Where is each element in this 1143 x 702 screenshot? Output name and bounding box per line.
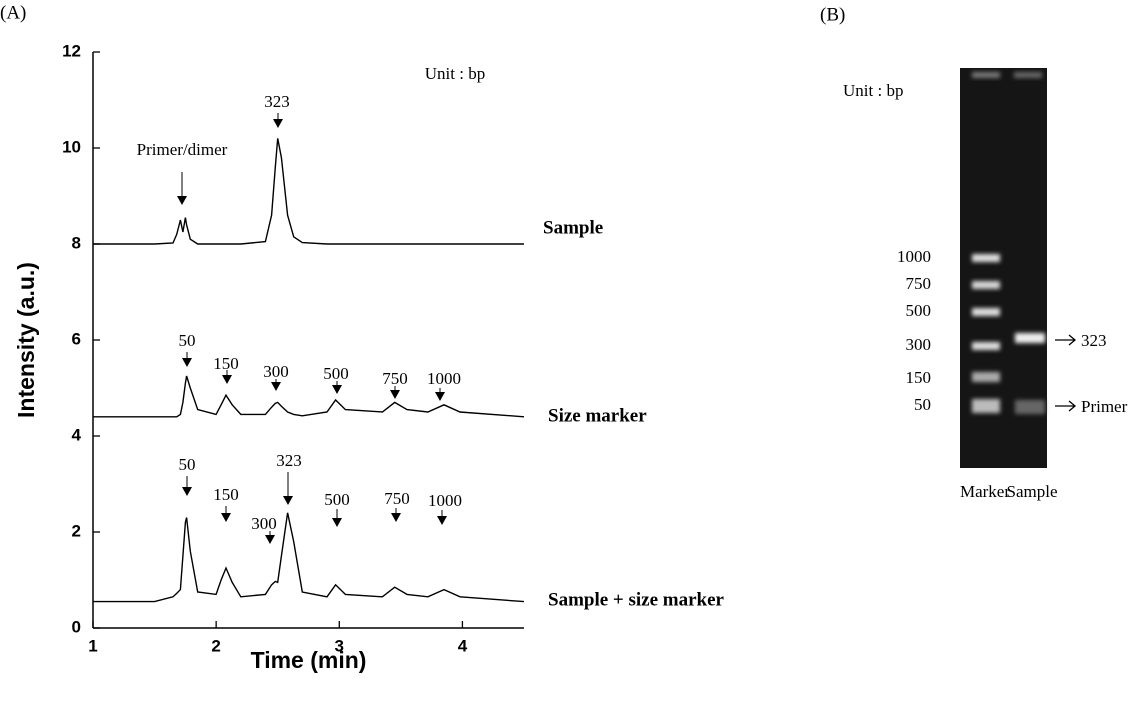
annotation-arrowhead xyxy=(221,513,231,522)
annotation: 50 xyxy=(179,331,196,350)
trace-label: Size marker xyxy=(548,405,647,426)
x-tick-label: 4 xyxy=(458,636,468,655)
y-tick-label: 6 xyxy=(72,329,81,348)
annotation: 750 xyxy=(384,489,410,508)
annotation-arrowhead xyxy=(391,513,401,522)
annotation: 500 xyxy=(323,364,349,383)
y-tick-label: 8 xyxy=(72,233,81,252)
annotation: 300 xyxy=(251,514,277,533)
ladder-label: 50 xyxy=(914,395,931,414)
annotation-arrowhead xyxy=(177,196,187,205)
band-label: Primer xyxy=(1081,397,1128,416)
ladder-label: 500 xyxy=(906,301,932,320)
annotation: 1000 xyxy=(427,369,461,388)
y-tick-label: 12 xyxy=(62,41,81,60)
x-axis-title: Time (min) xyxy=(251,647,367,673)
ladder-label: 150 xyxy=(906,368,932,387)
annotation-arrowhead xyxy=(182,358,192,367)
panel-label: (B) xyxy=(820,4,845,25)
annotation: 150 xyxy=(213,354,239,373)
lane-label: Sample xyxy=(1007,482,1058,501)
annotation: 50 xyxy=(179,455,196,474)
plot-frame xyxy=(93,52,524,628)
ladder-label: 300 xyxy=(906,335,932,354)
x-tick-label: 2 xyxy=(211,636,220,655)
annotation-arrowhead xyxy=(265,535,275,544)
annotation-arrowhead xyxy=(273,119,283,128)
ladder-label: 750 xyxy=(906,274,932,293)
annotation: 323 xyxy=(276,451,302,470)
annotation-arrowhead xyxy=(435,392,445,401)
lane-label: Marker xyxy=(960,482,1010,501)
annotation-arrowhead xyxy=(222,375,232,384)
y-tick-label: 2 xyxy=(72,521,81,540)
y-tick-label: 4 xyxy=(72,425,82,444)
annotation-arrowhead xyxy=(390,390,400,399)
trace-line xyxy=(93,513,524,602)
y-tick-label: 0 xyxy=(72,617,81,636)
annotation: 500 xyxy=(324,490,350,509)
unit-label: Unit : bp xyxy=(843,81,903,100)
y-axis-title: Intensity (a.u.) xyxy=(13,262,39,418)
trace-label: Sample + size marker xyxy=(548,589,725,610)
band-label: 323 xyxy=(1081,331,1107,350)
annotation: 300 xyxy=(263,362,289,381)
annotation: 750 xyxy=(382,369,408,388)
annotation-arrowhead xyxy=(437,516,447,525)
annotation: 150 xyxy=(213,485,239,504)
gel-image xyxy=(960,68,1047,468)
annotation-arrowhead xyxy=(271,382,281,391)
annotation: 1000 xyxy=(428,491,462,510)
annotation: 323 xyxy=(264,92,290,111)
annotation: Unit : bp xyxy=(425,64,485,83)
annotation-arrowhead xyxy=(182,487,192,496)
panel-label: (A) xyxy=(0,2,26,23)
figure: (A) (B) Unit : bp 0246810121234Time (min… xyxy=(0,0,1143,702)
y-tick-label: 10 xyxy=(62,137,81,156)
annotation-arrowhead xyxy=(332,518,342,527)
ladder-label: 1000 xyxy=(897,247,931,266)
annotation-arrowhead xyxy=(332,385,342,394)
gel-arrows xyxy=(1055,335,1075,411)
annotation-arrowhead xyxy=(283,496,293,505)
annotation: Primer/dimer xyxy=(137,140,228,159)
x-tick-label: 1 xyxy=(88,636,97,655)
trace-label: Sample xyxy=(543,217,603,238)
